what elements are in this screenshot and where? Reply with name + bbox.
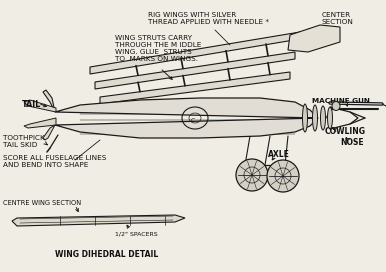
- Polygon shape: [24, 118, 56, 128]
- Polygon shape: [288, 25, 340, 52]
- Polygon shape: [12, 215, 185, 226]
- Text: MACHINE GUN: MACHINE GUN: [312, 98, 370, 104]
- Text: COWLING: COWLING: [325, 127, 366, 136]
- Text: SCORE ALL FUSELAGE LINES
AND BEND INTO SHAPE: SCORE ALL FUSELAGE LINES AND BEND INTO S…: [3, 155, 107, 168]
- Text: WING DIHEDRAL DETAIL: WING DIHEDRAL DETAIL: [55, 250, 158, 259]
- Polygon shape: [100, 72, 290, 104]
- Polygon shape: [24, 100, 56, 112]
- Polygon shape: [43, 90, 55, 112]
- Text: AXLE: AXLE: [268, 150, 290, 159]
- Text: WING STRUTS CARRY
THROUGH THE M IDDLE
WING. GLUE  STRUTS
TO  MARKS ON WINGS.: WING STRUTS CARRY THROUGH THE M IDDLE WI…: [115, 35, 201, 62]
- Polygon shape: [55, 98, 318, 138]
- Polygon shape: [90, 32, 300, 74]
- Ellipse shape: [332, 101, 340, 110]
- Ellipse shape: [313, 105, 318, 131]
- Text: RIG WINGS WITH SILVER
THREAD APPLIED WITH NEEDLE *: RIG WINGS WITH SILVER THREAD APPLIED WIT…: [148, 12, 269, 25]
- Ellipse shape: [267, 160, 299, 192]
- Text: TOOTHPICK
TAIL SKID: TOOTHPICK TAIL SKID: [3, 135, 45, 148]
- Text: 1/2" SPACERS: 1/2" SPACERS: [115, 232, 157, 237]
- Text: CENTER
SECTION: CENTER SECTION: [322, 12, 354, 25]
- Ellipse shape: [303, 104, 308, 132]
- Polygon shape: [43, 125, 55, 140]
- Text: C: C: [191, 119, 195, 123]
- Ellipse shape: [327, 107, 332, 129]
- Ellipse shape: [320, 106, 325, 130]
- Text: NOSE: NOSE: [340, 138, 364, 147]
- Ellipse shape: [236, 159, 268, 191]
- Text: CENTRE WING SECTION: CENTRE WING SECTION: [3, 200, 81, 206]
- Polygon shape: [95, 52, 295, 89]
- Text: TAIL: TAIL: [22, 100, 41, 109]
